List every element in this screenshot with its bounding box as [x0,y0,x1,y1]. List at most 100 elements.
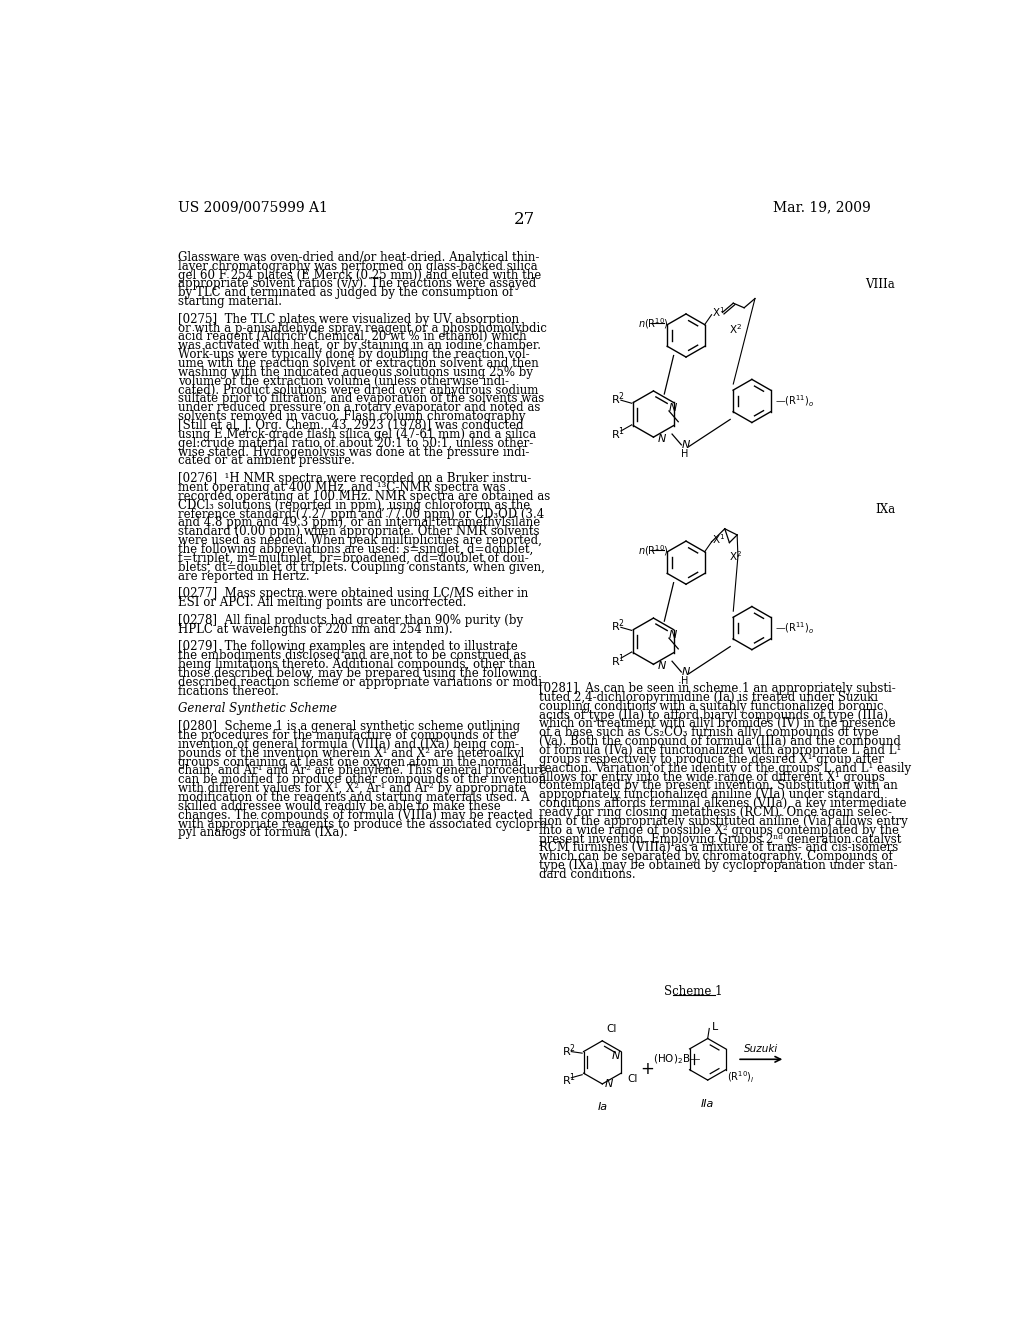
Text: X$^2$: X$^2$ [729,322,741,337]
Text: pyl analogs of formula (IXa).: pyl analogs of formula (IXa). [178,826,348,840]
Text: of formula (IVa) are functionalized with appropriate L and L¹: of formula (IVa) are functionalized with… [539,744,901,756]
Text: under reduced pressure on a rotary evaporator and noted as: under reduced pressure on a rotary evapo… [178,401,541,414]
Text: N: N [681,440,690,450]
Text: US 2009/0075999 A1: US 2009/0075999 A1 [178,201,329,215]
Text: ESI or APCI. All melting points are uncorrected.: ESI or APCI. All melting points are unco… [178,597,467,609]
Text: ready for ring closing metathesis (RCM). Once again selec-: ready for ring closing metathesis (RCM).… [539,807,892,818]
Text: IIa: IIa [701,1100,715,1109]
Text: N: N [681,667,690,677]
Text: —(R$^{11}$)$_o$: —(R$^{11}$)$_o$ [775,393,814,409]
Text: N: N [669,403,677,413]
Text: [Still et al, J. Org. Chem., 43, 2923 (1978)] was conducted: [Still et al, J. Org. Chem., 43, 2923 (1… [178,418,524,432]
Text: HPLC at wavelengths of 220 nm and 254 nm).: HPLC at wavelengths of 220 nm and 254 nm… [178,623,453,636]
Text: recorded operating at 100 MHz. NMR spectra are obtained as: recorded operating at 100 MHz. NMR spect… [178,490,551,503]
Text: +: + [640,1060,654,1077]
Text: coupling conditions with a suitably functionalized boronic: coupling conditions with a suitably func… [539,700,884,713]
Text: washing with the indicated aqueous solutions using 25% by: washing with the indicated aqueous solut… [178,366,534,379]
Text: Cl: Cl [627,1074,638,1084]
Text: N: N [669,630,677,640]
Text: reaction. Variation of the identity of the groups L and L¹ easily: reaction. Variation of the identity of t… [539,762,911,775]
Text: with appropriate reagents to produce the associated cyclopro-: with appropriate reagents to produce the… [178,817,551,830]
Text: H: H [681,449,689,459]
Text: (R$^{10}$)$_l$: (R$^{10}$)$_l$ [727,1071,755,1085]
Text: the procedures for the manufacture of compounds of the: the procedures for the manufacture of co… [178,729,517,742]
Text: H: H [681,676,689,686]
Text: X$^1$: X$^1$ [713,533,726,546]
Text: Ia: Ia [597,1102,607,1113]
Text: gel:crude material ratio of about 20:1 to 50:1, unless other-: gel:crude material ratio of about 20:1 t… [178,437,534,450]
Text: cated or at ambient pressure.: cated or at ambient pressure. [178,454,355,467]
Text: blets, dt=doublet of triplets. Coupling constants, when given,: blets, dt=doublet of triplets. Coupling … [178,561,545,574]
Text: N: N [611,1051,620,1061]
Text: RCM furnishes (VIIIa) as a mixture of trans- and cis-isomers: RCM furnishes (VIIIa) as a mixture of tr… [539,841,898,854]
Text: $n$(R$^{10}$): $n$(R$^{10}$) [638,317,669,331]
Text: the embodiments disclosed and are not to be construed as: the embodiments disclosed and are not to… [178,649,526,663]
Text: which on treatment with allyl bromides (IV) in the presence: which on treatment with allyl bromides (… [539,718,895,730]
Text: fications thereof.: fications thereof. [178,685,280,698]
Text: Scheme 1: Scheme 1 [665,985,723,998]
Text: appropriate solvent ratios (v/v). The reactions were assayed: appropriate solvent ratios (v/v). The re… [178,277,537,290]
Text: Work-ups were typically done by doubling the reaction vol-: Work-ups were typically done by doubling… [178,348,530,362]
Text: 27: 27 [514,211,536,228]
Text: X$^2$: X$^2$ [729,549,741,564]
Text: R$^2$: R$^2$ [611,391,625,407]
Text: R$^2$: R$^2$ [562,1043,575,1059]
Text: skilled addressee would readily be able to make these: skilled addressee would readily be able … [178,800,501,813]
Text: the following abbreviations are used: s=singlet, d=doublet,: the following abbreviations are used: s=… [178,543,534,556]
Text: dard conditions.: dard conditions. [539,869,635,880]
Text: [0278]  All final products had greater than 90% purity (by: [0278] All final products had greater th… [178,614,523,627]
Text: wise stated. Hydrogenolysis was done at the pressure indi-: wise stated. Hydrogenolysis was done at … [178,446,529,458]
Text: type (IXa) may be obtained by cyclopropanation under stan-: type (IXa) may be obtained by cyclopropa… [539,859,897,873]
Text: reference standard (7.27 ppm and 77.00 ppm) or CD₃OD (3.4: reference standard (7.27 ppm and 77.00 p… [178,508,545,520]
Text: of a base such as Cs₂CO₃ furnish allyl compounds of type: of a base such as Cs₂CO₃ furnish allyl c… [539,726,879,739]
Text: allows for entry into the wide range of different X¹ groups: allows for entry into the wide range of … [539,771,885,784]
Text: CDCl₃ solutions (reported in ppm), using chloroform as the: CDCl₃ solutions (reported in ppm), using… [178,499,530,512]
Text: R$^2$: R$^2$ [611,618,625,634]
Text: described reaction scheme or appropriate variations or modi-: described reaction scheme or appropriate… [178,676,547,689]
Text: present invention. Employing Grubbs 2ⁿᵈ generation catalyst: present invention. Employing Grubbs 2ⁿᵈ … [539,833,901,846]
Text: (Va). Both the compound of formula (IIIa) and the compound: (Va). Both the compound of formula (IIIa… [539,735,901,748]
Text: L: L [712,1022,718,1032]
Text: those described below, may be prepared using the following: those described below, may be prepared u… [178,667,538,680]
Text: and 4.8 ppm and 49.3 ppm), or an internal tetramethylsilane: and 4.8 ppm and 49.3 ppm), or an interna… [178,516,541,529]
Text: using E Merck-grade flash silica gel (47-61 mm) and a silica: using E Merck-grade flash silica gel (47… [178,428,537,441]
Text: are reported in Hertz.: are reported in Hertz. [178,570,310,582]
Text: N: N [604,1078,613,1089]
Text: chain, and Ar¹ and Ar² are phenylene. This general procedure: chain, and Ar¹ and Ar² are phenylene. Th… [178,764,547,777]
Text: acid reagent (Aldrich Chemical, 20 wt % in ethanol) which: acid reagent (Aldrich Chemical, 20 wt % … [178,330,527,343]
Text: layer chromatography was performed on glass-backed silica: layer chromatography was performed on gl… [178,260,538,273]
Text: contemplated by the present invention. Substitution with an: contemplated by the present invention. S… [539,779,897,792]
Text: Mar. 19, 2009: Mar. 19, 2009 [773,201,871,215]
Text: VIIIa: VIIIa [865,277,895,290]
Text: volume of the extraction volume (unless otherwise indi-: volume of the extraction volume (unless … [178,375,509,388]
Text: N: N [657,661,666,671]
Text: pounds of the invention wherein X¹ and X² are heteroalkyl: pounds of the invention wherein X¹ and X… [178,747,524,760]
Text: General Synthetic Scheme: General Synthetic Scheme [178,702,337,715]
Text: with different values for X¹, X², Ar¹ and Ar² by appropriate: with different values for X¹, X², Ar¹ an… [178,781,526,795]
Text: modification of the reagents and starting materials used. A: modification of the reagents and startin… [178,791,530,804]
Text: $n$(R$^{10}$): $n$(R$^{10}$) [638,544,669,558]
Text: groups respectively to produce the desired X¹ group after: groups respectively to produce the desir… [539,752,884,766]
Text: (HO)$_2$B—: (HO)$_2$B— [653,1052,701,1067]
Text: standard (0.00 ppm) when appropriate. Other NMR solvents: standard (0.00 ppm) when appropriate. Ot… [178,525,540,539]
Text: sulfate prior to filtration, and evaporation of the solvents was: sulfate prior to filtration, and evapora… [178,392,545,405]
Text: appropriately functionalized aniline (VIa) under standard: appropriately functionalized aniline (VI… [539,788,880,801]
Text: t=triplet, m=multiplet, br=broadened, dd=doublet of dou-: t=triplet, m=multiplet, br=broadened, dd… [178,552,529,565]
Text: [0275]  The TLC plates were visualized by UV absorption: [0275] The TLC plates were visualized by… [178,313,519,326]
Text: gel 60 F 254 plates (E Merck (0.25 mm)) and eluted with the: gel 60 F 254 plates (E Merck (0.25 mm)) … [178,268,542,281]
Text: tion of the appropriately substituted aniline (Via) allows entry: tion of the appropriately substituted an… [539,814,907,828]
Text: X$^1$: X$^1$ [713,305,726,319]
Text: [0279]  The following examples are intended to illustrate: [0279] The following examples are intend… [178,640,518,653]
Text: solvents removed in vacuo. Flash column chromatography: solvents removed in vacuo. Flash column … [178,411,526,424]
Text: R$^1$: R$^1$ [611,425,625,442]
Text: starting material.: starting material. [178,296,283,308]
Text: can be modified to produce other compounds of the invention: can be modified to produce other compoun… [178,774,547,787]
Text: N: N [657,434,666,444]
Text: IXa: IXa [876,503,895,516]
Text: by TLC and terminated as judged by the consumption of: by TLC and terminated as judged by the c… [178,286,514,300]
Text: was activated with heat, or by staining in an iodine chamber.: was activated with heat, or by staining … [178,339,542,352]
Text: conditions affords terminal alkenes (VIIa), a key intermediate: conditions affords terminal alkenes (VII… [539,797,906,810]
Text: tuted 2,4-dichloropyrimidine (Ia) is treated under Suzuki: tuted 2,4-dichloropyrimidine (Ia) is tre… [539,690,878,704]
Text: Suzuki: Suzuki [744,1044,778,1053]
Text: were used as needed. When peak multiplicities are reported,: were used as needed. When peak multiplic… [178,535,543,548]
